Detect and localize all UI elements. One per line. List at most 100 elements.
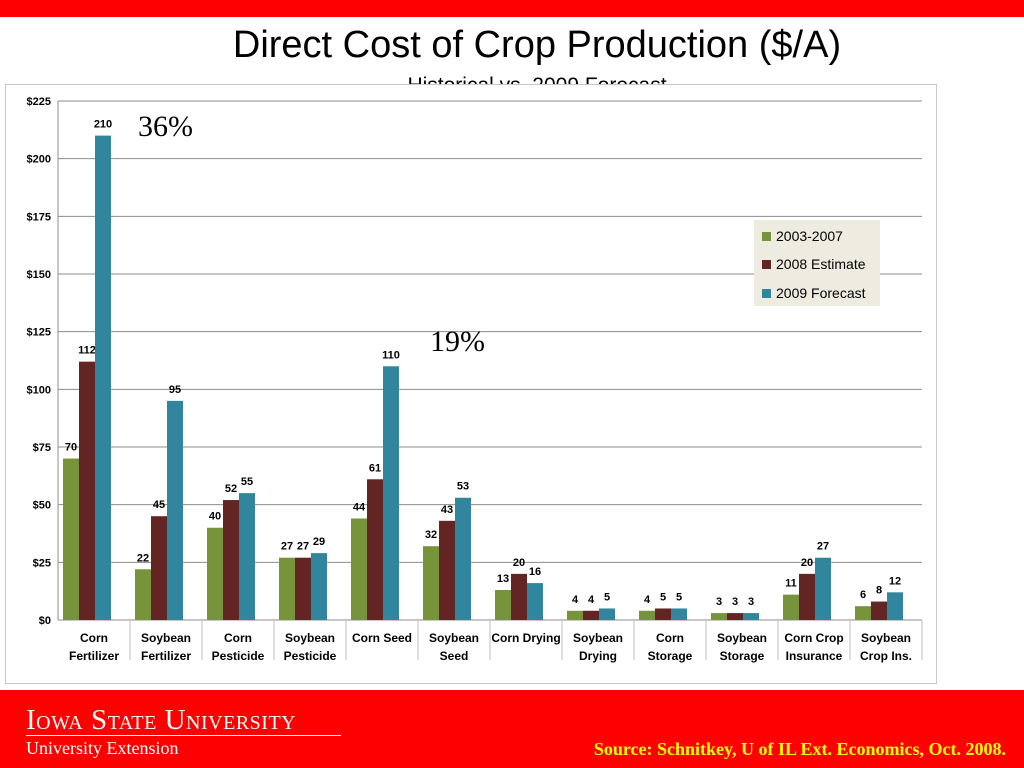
bar xyxy=(423,546,439,620)
x-tick-label: Storage xyxy=(648,649,693,663)
data-label: 53 xyxy=(457,481,469,493)
bar xyxy=(655,608,671,620)
x-tick-label: Soybean xyxy=(285,631,335,645)
y-tick-label: $50 xyxy=(33,500,51,512)
data-label: 43 xyxy=(441,504,453,516)
data-label: 70 xyxy=(65,442,77,454)
data-label: 112 xyxy=(78,345,96,357)
x-tick-label: Soybean xyxy=(429,631,479,645)
bar xyxy=(527,583,543,620)
bar xyxy=(815,557,831,620)
bar xyxy=(727,613,743,620)
data-label: 12 xyxy=(889,575,901,587)
bar-chart: $0$25$50$75$100$125$150$175$200$22570112… xyxy=(27,96,923,663)
bar xyxy=(671,608,687,620)
data-label: 5 xyxy=(676,591,682,603)
x-tick-label: Seed xyxy=(440,649,469,663)
bar xyxy=(167,400,183,620)
x-tick-label: Corn Crop xyxy=(784,631,843,645)
data-label: 8 xyxy=(876,585,882,597)
data-label: 3 xyxy=(716,596,722,608)
x-tick-label: Insurance xyxy=(786,649,843,663)
legend-item-2009-forecast: 2009 Forecast xyxy=(762,285,866,301)
legend-item-2008-estimate: 2008 Estimate xyxy=(762,256,866,272)
bar xyxy=(79,361,95,620)
data-label: 27 xyxy=(817,541,829,553)
data-label: 20 xyxy=(801,557,813,569)
top-accent-bar xyxy=(0,0,1024,17)
bar xyxy=(871,601,887,620)
slide-title: Direct Cost of Crop Production ($/A) xyxy=(232,24,842,66)
bar xyxy=(583,610,599,620)
university-extension-text: University Extension xyxy=(26,738,179,758)
bar xyxy=(439,520,455,620)
bar xyxy=(495,590,511,620)
y-tick-label: $125 xyxy=(27,327,51,339)
data-label: 3 xyxy=(732,596,738,608)
x-tick-label: Corn Drying xyxy=(491,631,560,645)
data-label: 55 xyxy=(241,476,253,488)
x-tick-label: Crop Ins. xyxy=(860,649,912,663)
bar xyxy=(567,610,583,620)
legend-label: 2003-2007 xyxy=(776,228,843,244)
bar xyxy=(223,500,239,620)
x-tick-label: Fertilizer xyxy=(69,649,119,663)
bar xyxy=(783,594,799,620)
bar xyxy=(367,479,383,620)
data-label: 6 xyxy=(860,589,866,601)
chart-area: $0 $25 $50 $75 $100 $125 $150 $175 $200 $225 70 112… xyxy=(5,84,937,684)
data-label: 61 xyxy=(369,462,381,474)
bar xyxy=(351,518,367,620)
bar xyxy=(95,135,111,620)
data-label: 11 xyxy=(785,578,797,590)
legend-item-2003-2007: 2003-2007 xyxy=(762,228,843,244)
legend-swatch xyxy=(762,288,771,298)
bar xyxy=(279,557,295,620)
data-label: 44 xyxy=(353,502,366,514)
y-tick-label: $175 xyxy=(27,211,51,223)
data-label: 110 xyxy=(382,349,400,361)
y-tick-label: $200 xyxy=(27,154,51,166)
annotation-36-percent: 36% xyxy=(138,110,193,143)
bar xyxy=(207,527,223,620)
x-tick-label: Corn xyxy=(656,631,684,645)
data-label: 29 xyxy=(313,536,325,548)
x-tick-label: Drying xyxy=(579,649,617,663)
data-label: 32 xyxy=(425,529,437,541)
data-label: 13 xyxy=(497,573,509,585)
x-tick-label: Soybean xyxy=(717,631,767,645)
bar xyxy=(383,366,399,620)
x-tick-label: Corn xyxy=(224,631,252,645)
data-label: 3 xyxy=(748,596,754,608)
annotation-19-percent: 19% xyxy=(430,325,485,358)
x-tick-label: Soybean xyxy=(141,631,191,645)
data-label: 4 xyxy=(572,594,579,606)
legend-swatch xyxy=(762,259,771,269)
legend-label: 2009 Forecast xyxy=(776,285,866,301)
bar xyxy=(63,458,79,620)
x-tick-label: Soybean xyxy=(861,631,911,645)
bar xyxy=(743,613,759,620)
x-tick-label: Corn xyxy=(80,631,108,645)
bar xyxy=(599,608,615,620)
bar xyxy=(511,573,527,620)
footer-bar: Iowa State University University Extensi… xyxy=(0,690,1024,768)
x-tick-label: Storage xyxy=(720,649,765,663)
x-tick-label: Pesticide xyxy=(212,649,265,663)
bar xyxy=(239,493,255,620)
data-label: 5 xyxy=(604,591,610,603)
data-label: 20 xyxy=(513,557,525,569)
data-label: 45 xyxy=(153,499,165,511)
data-label: 40 xyxy=(209,511,221,523)
bar xyxy=(151,516,167,620)
legend-label: 2008 Estimate xyxy=(776,256,866,272)
data-label: 52 xyxy=(225,483,237,495)
y-tick-label: $75 xyxy=(33,442,51,454)
bar xyxy=(311,553,327,620)
bar xyxy=(799,573,815,620)
bar xyxy=(135,569,151,620)
x-tick-label: Fertilizer xyxy=(141,649,191,663)
bar xyxy=(711,613,727,620)
data-label: 4 xyxy=(644,594,651,606)
university-logo-text: Iowa State University xyxy=(26,704,297,736)
